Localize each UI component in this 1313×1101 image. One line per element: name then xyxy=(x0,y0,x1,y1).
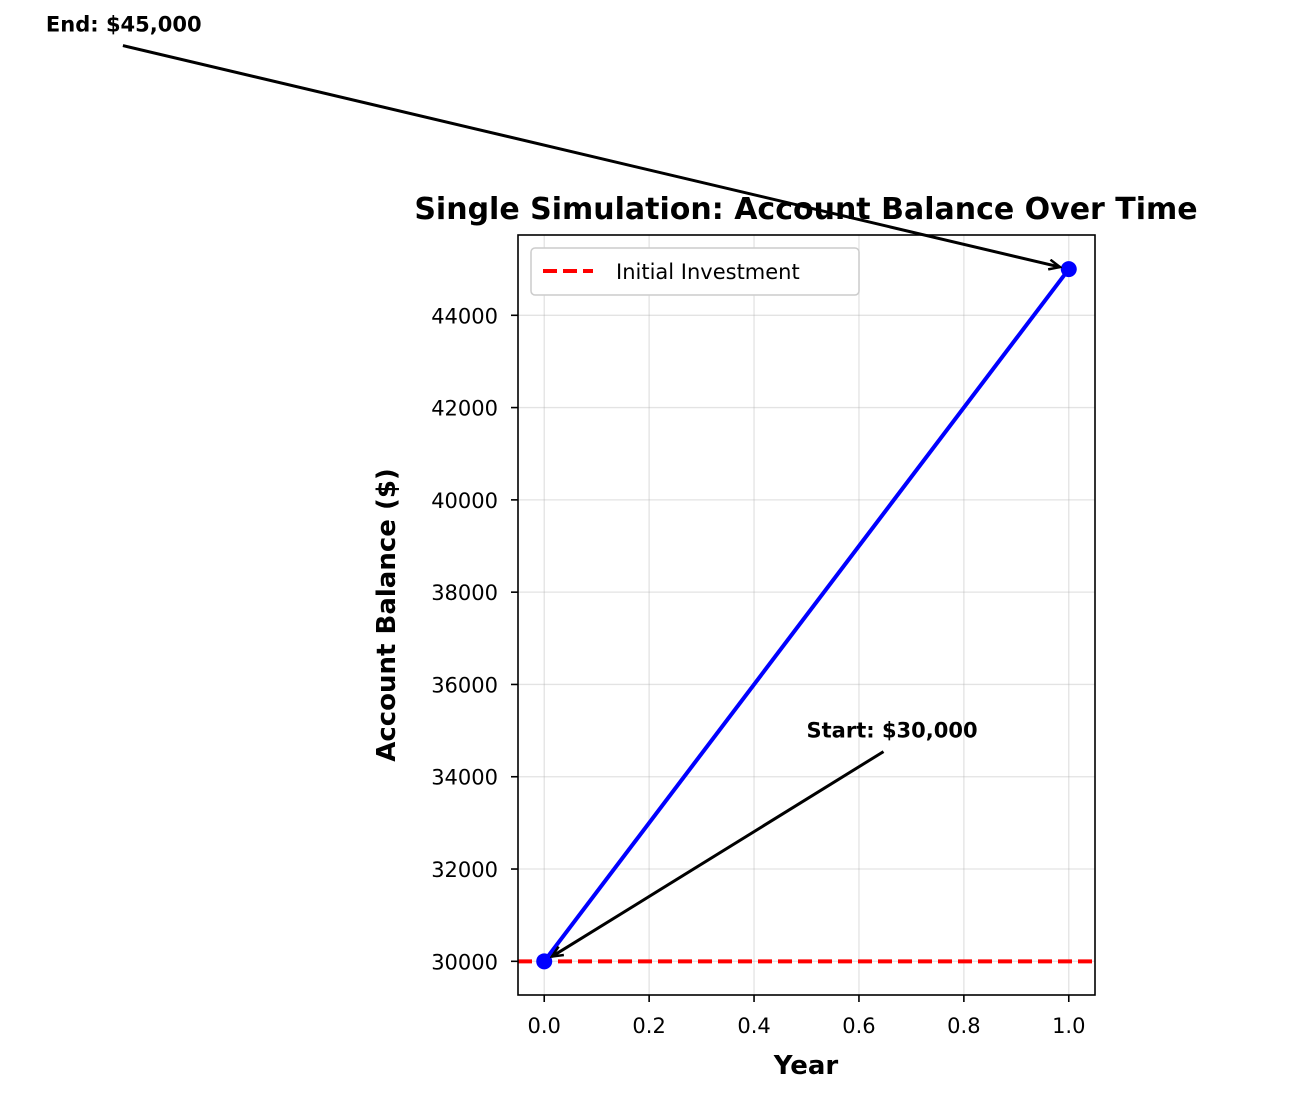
x-tick-label: 1.0 xyxy=(1052,1014,1085,1038)
legend: Initial Investment xyxy=(530,247,860,296)
y-axis-title: Account Balance ($) xyxy=(372,468,402,762)
y-tick-label: 38000 xyxy=(431,581,498,605)
legend-box xyxy=(530,247,860,296)
annotation-arrow xyxy=(552,750,885,957)
x-axis: 0.0 0.2 0.4 0.6 0.8 1.0 xyxy=(528,995,1085,1038)
y-axis: 30000 32000 34000 36000 38000 40000 42000 44000 xyxy=(431,304,518,974)
x-tick-label: 0.6 xyxy=(842,1014,875,1038)
x-tick-label: 0.8 xyxy=(947,1014,980,1038)
y-tick-label: 32000 xyxy=(431,858,498,882)
y-tick-label: 36000 xyxy=(431,673,498,697)
balance-line xyxy=(542,267,1071,963)
grid xyxy=(518,235,1095,995)
annotations: Start: $30,000 End: $45,000 xyxy=(46,13,1060,957)
legend-label-initial-investment: Initial Investment xyxy=(616,260,800,284)
y-tick-label: 44000 xyxy=(431,304,498,328)
y-tick-label: 30000 xyxy=(431,950,498,974)
chart-title: Single Simulation: Account Balance Over … xyxy=(414,192,1197,227)
annotation-text: Start: $30,000 xyxy=(807,719,978,743)
y-tick-label: 34000 xyxy=(431,766,498,790)
plot-frame xyxy=(517,234,1096,996)
x-axis-title: Year xyxy=(773,1051,839,1081)
y-tick-label: 40000 xyxy=(431,489,498,513)
annotation-text: End: $45,000 xyxy=(46,13,202,37)
data-point xyxy=(536,953,553,970)
annotation-arrow xyxy=(122,44,1060,267)
x-tick-label: 0.4 xyxy=(737,1014,770,1038)
x-tick-label: 0.0 xyxy=(528,1014,561,1038)
data-point xyxy=(1060,261,1077,278)
series-group xyxy=(536,261,1077,970)
y-tick-label: 42000 xyxy=(431,397,498,421)
x-tick-label: 0.2 xyxy=(632,1014,665,1038)
